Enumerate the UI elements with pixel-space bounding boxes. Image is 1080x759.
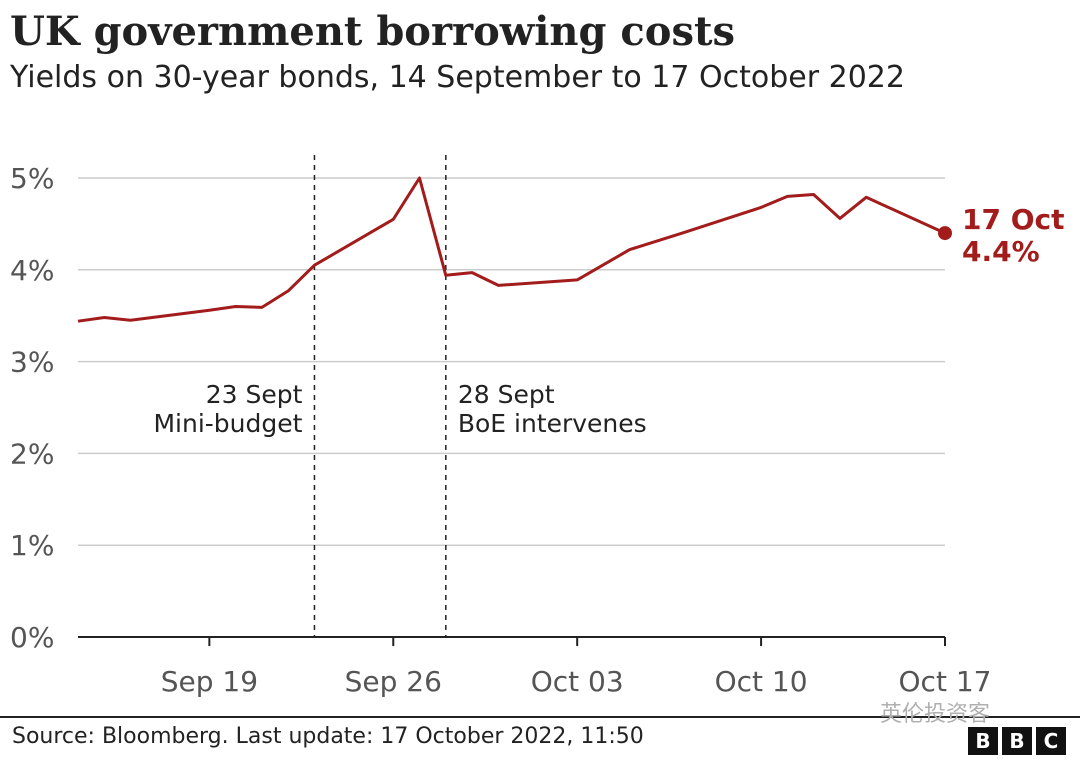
y-tick-label: 1% <box>10 529 54 562</box>
x-tick-label: Oct 10 <box>715 665 808 698</box>
y-tick-label: 0% <box>10 621 54 654</box>
x-tick-label: Oct 03 <box>531 665 624 698</box>
watermark: 英伦投资客 <box>880 702 991 727</box>
x-tick-label: Sep 26 <box>345 665 442 698</box>
y-tick-label: 3% <box>10 346 54 379</box>
y-tick-label: 4% <box>10 254 54 287</box>
gridlines <box>78 177 945 638</box>
chart-subtitle: Yields on 30-year bonds, 14 September to… <box>10 60 905 95</box>
y-tick-label: 5% <box>10 162 54 195</box>
logo-letter: C <box>1036 727 1066 755</box>
annotation-label: 23 Sept <box>206 380 303 409</box>
annotation-label: Mini-budget <box>153 409 302 438</box>
series-line <box>77 176 946 323</box>
end-value-label: 4.4% <box>962 235 1040 268</box>
y-tick-label: 2% <box>10 437 54 470</box>
x-tick-label: Oct 17 <box>899 665 992 698</box>
end-point-marker <box>938 226 952 241</box>
annotation-label: BoE intervenes <box>458 409 647 438</box>
bbc-logo: B B C <box>968 727 1066 755</box>
x-tick-label: Sep 19 <box>161 665 258 698</box>
logo-letter: B <box>968 727 998 755</box>
logo-letter: B <box>1002 727 1032 755</box>
annotation-label: 28 Sept <box>458 380 555 409</box>
x-axis-ticks: Sep 19 Sep 26 Oct 03 Oct 10 Oct 17 <box>161 637 992 698</box>
end-value-label: 17 Oct <box>962 203 1065 236</box>
footer-rule <box>0 716 1080 718</box>
source-note: Source: Bloomberg. Last update: 17 Octob… <box>12 724 644 749</box>
chart-title: UK government borrowing costs <box>10 8 735 55</box>
y-axis-ticks: 0% 1% 2% 3% 4% 5% <box>10 162 54 654</box>
